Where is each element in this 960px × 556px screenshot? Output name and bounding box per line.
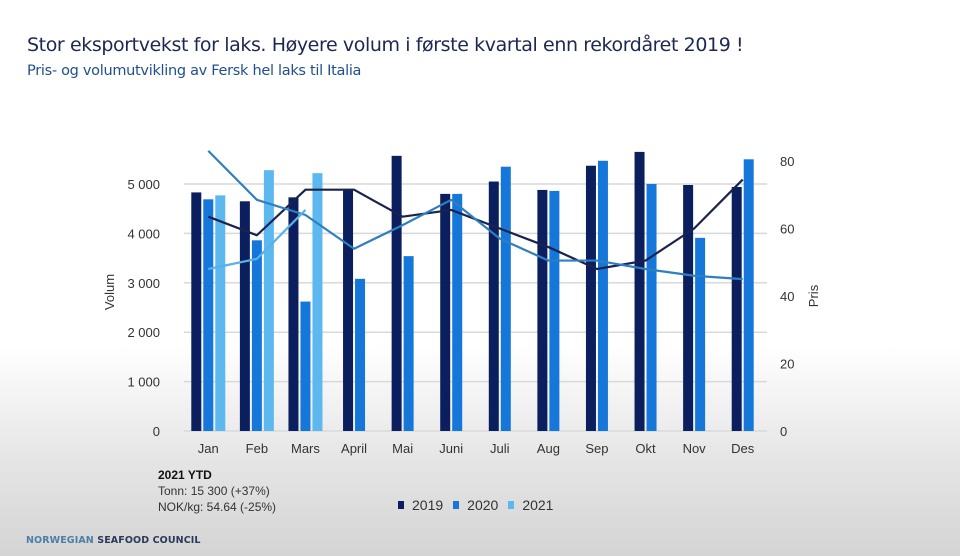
y-tick-label: 4 000 xyxy=(127,226,160,241)
legend-swatch-2021 xyxy=(508,501,515,509)
line-2020-pris xyxy=(207,150,743,281)
y-tick-label: 3 000 xyxy=(127,276,160,291)
bar-2019-Jan xyxy=(191,192,202,431)
bar-2020-Mai xyxy=(403,256,414,431)
bar-2020-April xyxy=(355,278,366,431)
x-tick-label: Des xyxy=(731,441,755,456)
x-tick-label: Juni xyxy=(439,441,463,456)
bar-2020-Sep xyxy=(597,160,608,432)
y-axis-left: 0 1 000 2 000 3 000 4 000 5 000 xyxy=(127,177,160,439)
bar-2019-Des xyxy=(731,186,742,431)
bar-2020-Nov xyxy=(695,237,706,431)
x-tick-label: Aug xyxy=(537,441,560,456)
y-axis-title: Volum xyxy=(102,274,117,310)
x-tick-label: Okt xyxy=(635,441,656,456)
price-lines xyxy=(207,150,744,281)
y2-tick-label: 20 xyxy=(780,357,794,372)
x-tick-label: Juli xyxy=(490,441,510,456)
x-tick-label: Mai xyxy=(392,441,413,456)
page-subtitle: Pris- og volumutvikling av Fersk hel lak… xyxy=(27,63,362,79)
y-tick-label: 2 000 xyxy=(127,325,160,340)
bar-2021-Mars xyxy=(312,173,323,431)
page-title: Stor eksportvekst for laks. Høyere volum… xyxy=(27,34,744,56)
y2-tick-label: 60 xyxy=(780,222,794,237)
bar-2019-Juli xyxy=(488,181,499,431)
bar-2019-Aug xyxy=(537,189,548,431)
bar-2019-Mai xyxy=(391,155,402,432)
ytd-price: NOK/kg: 54.64 (-25%) xyxy=(158,500,277,514)
bar-2019-Okt xyxy=(634,151,645,431)
bar-2019-April xyxy=(343,188,354,431)
x-tick-label: Nov xyxy=(683,441,707,456)
ytd-summary: 2021 YTD Tonn: 15 300 (+37%) NOK/kg: 54.… xyxy=(158,467,276,515)
bar-2020-Feb xyxy=(251,240,262,431)
ytd-heading: 2021 YTD xyxy=(158,468,212,482)
chart-legend: 2019 2020 2021 xyxy=(398,497,553,513)
y2-tick-label: 80 xyxy=(780,154,794,169)
legend-swatch-2020 xyxy=(453,501,460,509)
x-tick-label: April xyxy=(341,441,367,456)
x-tick-label: Jan xyxy=(198,441,219,456)
bar-2020-Mars xyxy=(300,301,311,431)
bar-2020-Aug xyxy=(549,190,560,431)
x-axis: Jan Feb Mars April Mai Juni Juli Aug Sep Okt Nov De… xyxy=(198,441,755,456)
brand-part-2: SEAFOOD COUNCIL xyxy=(93,535,201,546)
legend-label: 2020 xyxy=(467,497,499,513)
bar-2020-Juni xyxy=(452,193,463,431)
x-tick-label: Mars xyxy=(291,441,320,456)
y-tick-label: 5 000 xyxy=(127,177,160,192)
line-2019-pris xyxy=(207,178,744,271)
bar-2020-Juli xyxy=(500,166,511,431)
legend-item-2021: 2021 xyxy=(508,497,553,513)
y-axis-right: 0 20 40 60 80 xyxy=(780,154,794,439)
bar-2019-Sep xyxy=(585,165,596,432)
brand-logo: NORWEGIAN SEAFOOD COUNCIL xyxy=(26,535,201,546)
y-tick-label: 0 xyxy=(153,424,160,439)
bar-2021-Jan xyxy=(215,195,226,431)
bar-2020-Jan xyxy=(203,199,214,431)
bar-2019-Nov xyxy=(683,184,694,431)
bar-2020-Des xyxy=(743,159,754,432)
bars xyxy=(191,151,754,432)
bar-2019-Mars xyxy=(288,197,299,431)
legend-swatch-2019 xyxy=(398,501,404,509)
x-tick-label: Feb xyxy=(246,441,268,456)
legend-item-2020: 2020 xyxy=(453,497,498,513)
bar-2021-Feb xyxy=(263,170,274,431)
bar-2019-Feb xyxy=(239,201,250,431)
gridlines xyxy=(184,183,767,432)
y2-axis-title: Pris xyxy=(806,284,821,307)
y2-tick-label: 40 xyxy=(780,289,794,304)
ytd-tonn: Tonn: 15 300 (+37%) xyxy=(158,484,270,498)
legend-label: 2021 xyxy=(522,497,554,513)
legend-label: 2019 xyxy=(412,497,444,513)
y2-tick-label: 0 xyxy=(780,424,787,439)
y-tick-label: 1 000 xyxy=(127,375,160,390)
line-2021-pris xyxy=(208,209,307,271)
brand-part-1: NORWEGIAN xyxy=(26,535,94,546)
bar-2020-Okt xyxy=(646,184,657,431)
legend-item-2019: 2019 xyxy=(398,497,443,513)
x-tick-label: Sep xyxy=(585,441,608,456)
bar-2019-Juni xyxy=(440,193,451,431)
